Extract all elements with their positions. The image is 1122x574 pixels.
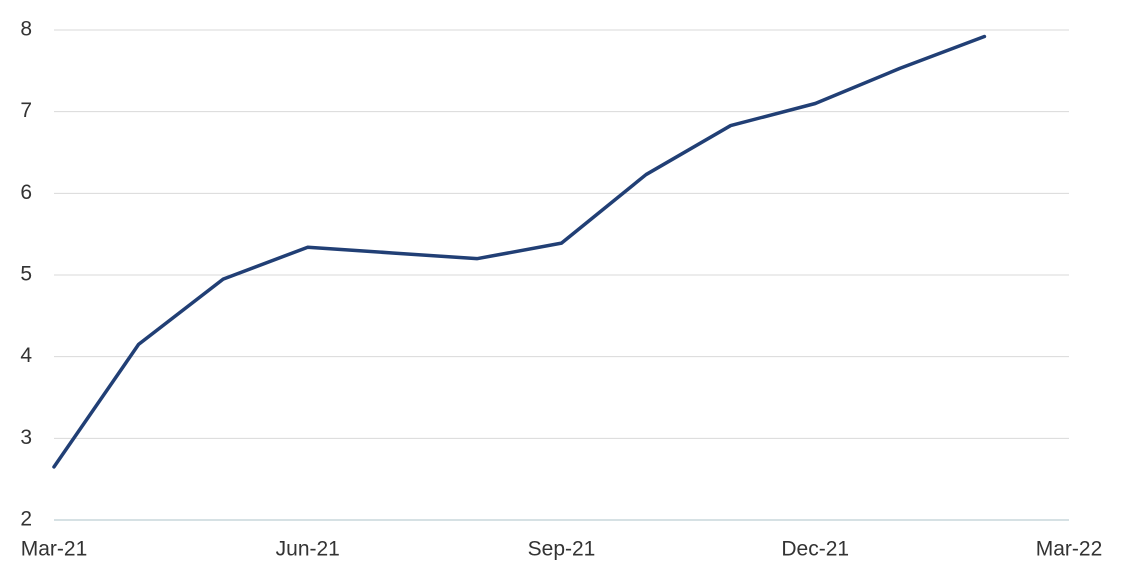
y-tick-label: 4 <box>20 344 32 367</box>
x-tick-label: Sep-21 <box>528 538 596 561</box>
x-tick-label: Jun-21 <box>276 538 340 561</box>
y-tick-label: 7 <box>20 99 32 122</box>
y-tick-label: 2 <box>20 508 32 531</box>
y-tick-label: 5 <box>20 263 32 286</box>
x-tick-label: Dec-21 <box>781 538 849 561</box>
y-tick-label: 6 <box>20 181 32 204</box>
data-line <box>52 34 987 469</box>
y-tick-label: 8 <box>20 18 32 41</box>
x-tick-label: Mar-21 <box>21 538 88 561</box>
x-tick-label: Mar-22 <box>1036 538 1103 561</box>
y-tick-label: 3 <box>20 426 32 449</box>
